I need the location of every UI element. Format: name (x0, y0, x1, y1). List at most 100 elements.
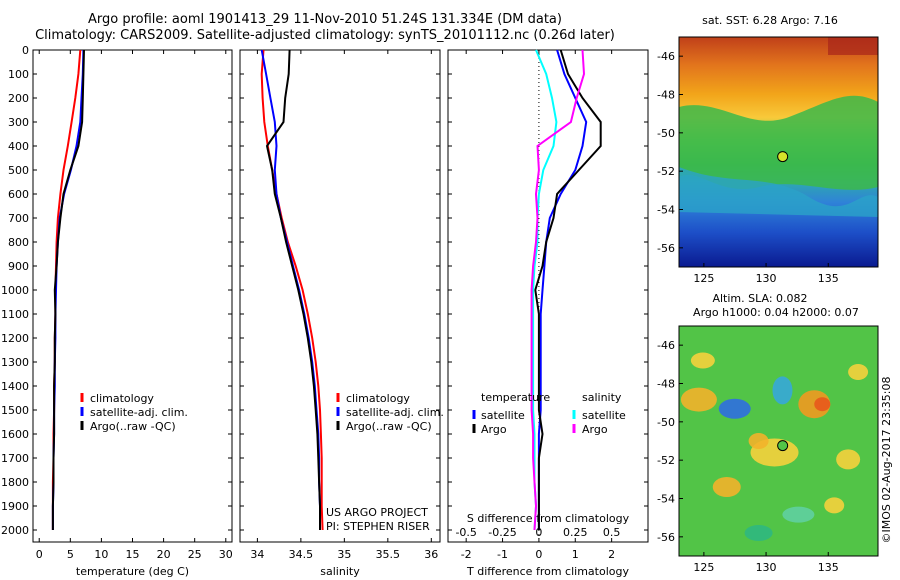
argo-position-marker (777, 151, 789, 163)
profile-panel-3: -2 -1 0 1 2 T difference from climatology -0.5… (447, 49, 649, 578)
y-tick-label: 1900 (1, 500, 29, 513)
x-tick-label: 0 (36, 548, 43, 561)
map-x-tick-label: 130 (756, 272, 777, 285)
sla-title-line1: Altim. SLA: 0.082 (712, 292, 807, 305)
map-y-tick-label: -52 (657, 454, 675, 467)
plot-frame (239, 49, 441, 543)
y-tick-label: 900 (8, 260, 29, 273)
y-tick-label: 200 (8, 92, 29, 105)
y-tick-label: 1000 (1, 284, 29, 297)
x-tick-label: -1 (497, 548, 508, 561)
x-tick-label: 25 (188, 548, 202, 561)
y-tick-label: 600 (8, 188, 29, 201)
series-line-salinity-argo (530, 49, 586, 531)
x-axis-label: temperature (deg C) (76, 565, 189, 578)
legend-label: satellite-adj. clim. (346, 406, 444, 419)
y-tick-label: 2000 (1, 524, 29, 537)
project-text: US ARGO PROJECT (326, 506, 428, 519)
legend-label: satellite (481, 409, 525, 422)
x-axis-label: T difference from climatology (466, 565, 629, 578)
map-y-tick-label: -54 (657, 204, 675, 217)
y-tick-label: 1700 (1, 452, 29, 465)
sst-map-panel: -46 -48 -50 -52 -54 -56 125 130 135 sat. SST: 6.2… (657, 14, 879, 285)
map-x-tick-label: 125 (693, 272, 714, 285)
legend-label: Argo (481, 423, 507, 436)
x-tick-label: 20 (157, 548, 171, 561)
map-y-tick-label: -56 (657, 242, 675, 255)
y-tick-label: 1400 (1, 380, 29, 393)
legend-label: climatology (346, 392, 410, 405)
y-tick-label: 300 (8, 116, 29, 129)
map-field (679, 37, 878, 267)
x-tick-label: 5 (67, 548, 74, 561)
legend-header-temperature: temperature (481, 391, 550, 404)
map-frame (678, 325, 879, 557)
series-line-satellite-adj-clim- (260, 49, 321, 530)
y-tick-label: 800 (8, 236, 29, 249)
legend-label: satellite (582, 409, 626, 422)
y-tick-label: 700 (8, 212, 29, 225)
series-line-salinity-satellite (532, 49, 558, 531)
series-line-argo-raw-qc- (51, 49, 85, 530)
legend-label: Argo (582, 423, 608, 436)
series-line-climatology (260, 49, 324, 531)
y-tick-label: 1500 (1, 404, 29, 417)
salinity-tick-label: -0.25 (488, 526, 516, 539)
map-x-tick-label: 135 (818, 272, 839, 285)
salinity-axis-label: S difference from climatology (467, 512, 630, 525)
map-y-tick-label: -46 (657, 339, 675, 352)
map-y-tick-label: -48 (657, 89, 675, 102)
legend-label: Argo(..raw -QC) (346, 420, 432, 433)
map-y-tick-label: -50 (657, 416, 675, 429)
y-tick-label: 1800 (1, 476, 29, 489)
x-tick-label: -2 (461, 548, 472, 561)
salinity-tick-label: 0.25 (563, 526, 588, 539)
map-y-tick-label: -46 (657, 50, 675, 63)
argo-position-marker (777, 440, 789, 452)
x-tick-label: 35.5 (376, 548, 401, 561)
y-tick-label: 500 (8, 164, 29, 177)
chart-title-line2: Climatology: CARS2009. Satellite-adjuste… (35, 28, 615, 43)
y-tick-label: 1600 (1, 428, 29, 441)
map-y-tick-label: -52 (657, 165, 675, 178)
sla-title-line2: Argo h1000: 0.04 h2000: 0.07 (693, 306, 859, 319)
legend-header-salinity: salinity (582, 391, 622, 404)
x-tick-label: 0 (535, 548, 542, 561)
map-y-tick-label: -54 (657, 493, 675, 506)
map-x-tick-label: 125 (693, 561, 714, 574)
map-field (679, 326, 878, 556)
series-line-climatology (51, 49, 82, 530)
map-x-tick-label: 130 (756, 561, 777, 574)
series-line-temperature-satellite (537, 49, 588, 530)
profile-panel-2: 34 34.5 35 35.5 36 salinity climatologysatelli… (239, 49, 444, 578)
series-line-satellite-adj-clim- (51, 49, 85, 530)
y-tick-label: 1200 (1, 332, 29, 345)
map-y-tick-label: -48 (657, 378, 675, 391)
x-tick-label: 10 (94, 548, 108, 561)
x-tick-label: 1 (572, 548, 579, 561)
salinity-tick-label: -0.5 (455, 526, 476, 539)
x-tick-label: 35 (337, 548, 351, 561)
sla-map-panel: -46 -48 -50 -52 -54 -56 125 130 135 Altim. SLA: 0… (657, 292, 879, 574)
pi-text: PI: STEPHEN RISER (326, 520, 430, 533)
legend-label: satellite-adj. clim. (90, 406, 188, 419)
map-x-tick-label: 135 (818, 561, 839, 574)
y-tick-label: 0 (22, 44, 29, 57)
map-frame (678, 36, 879, 268)
salinity-tick-label: 0.5 (603, 526, 621, 539)
x-axis-label: salinity (320, 565, 360, 578)
series-line-temperature-argo (534, 49, 602, 530)
legend-label: Argo(..raw -QC) (90, 420, 176, 433)
y-tick-label: 1100 (1, 308, 29, 321)
salinity-tick-label: 0 (535, 526, 542, 539)
series-line-argo-raw-qc- (265, 49, 321, 530)
legend-label: climatology (90, 392, 154, 405)
x-tick-label: 2 (608, 548, 615, 561)
x-tick-label: 36 (424, 548, 438, 561)
map-y-tick-label: -56 (657, 531, 675, 544)
plot-frame (32, 49, 233, 543)
credit-text: ©IMOS 02-Aug-2017 23:35:08 (880, 377, 893, 544)
profile-panel-1: 0100200300400500600700800900100011001200… (1, 44, 233, 578)
x-tick-label: 34 (250, 548, 264, 561)
